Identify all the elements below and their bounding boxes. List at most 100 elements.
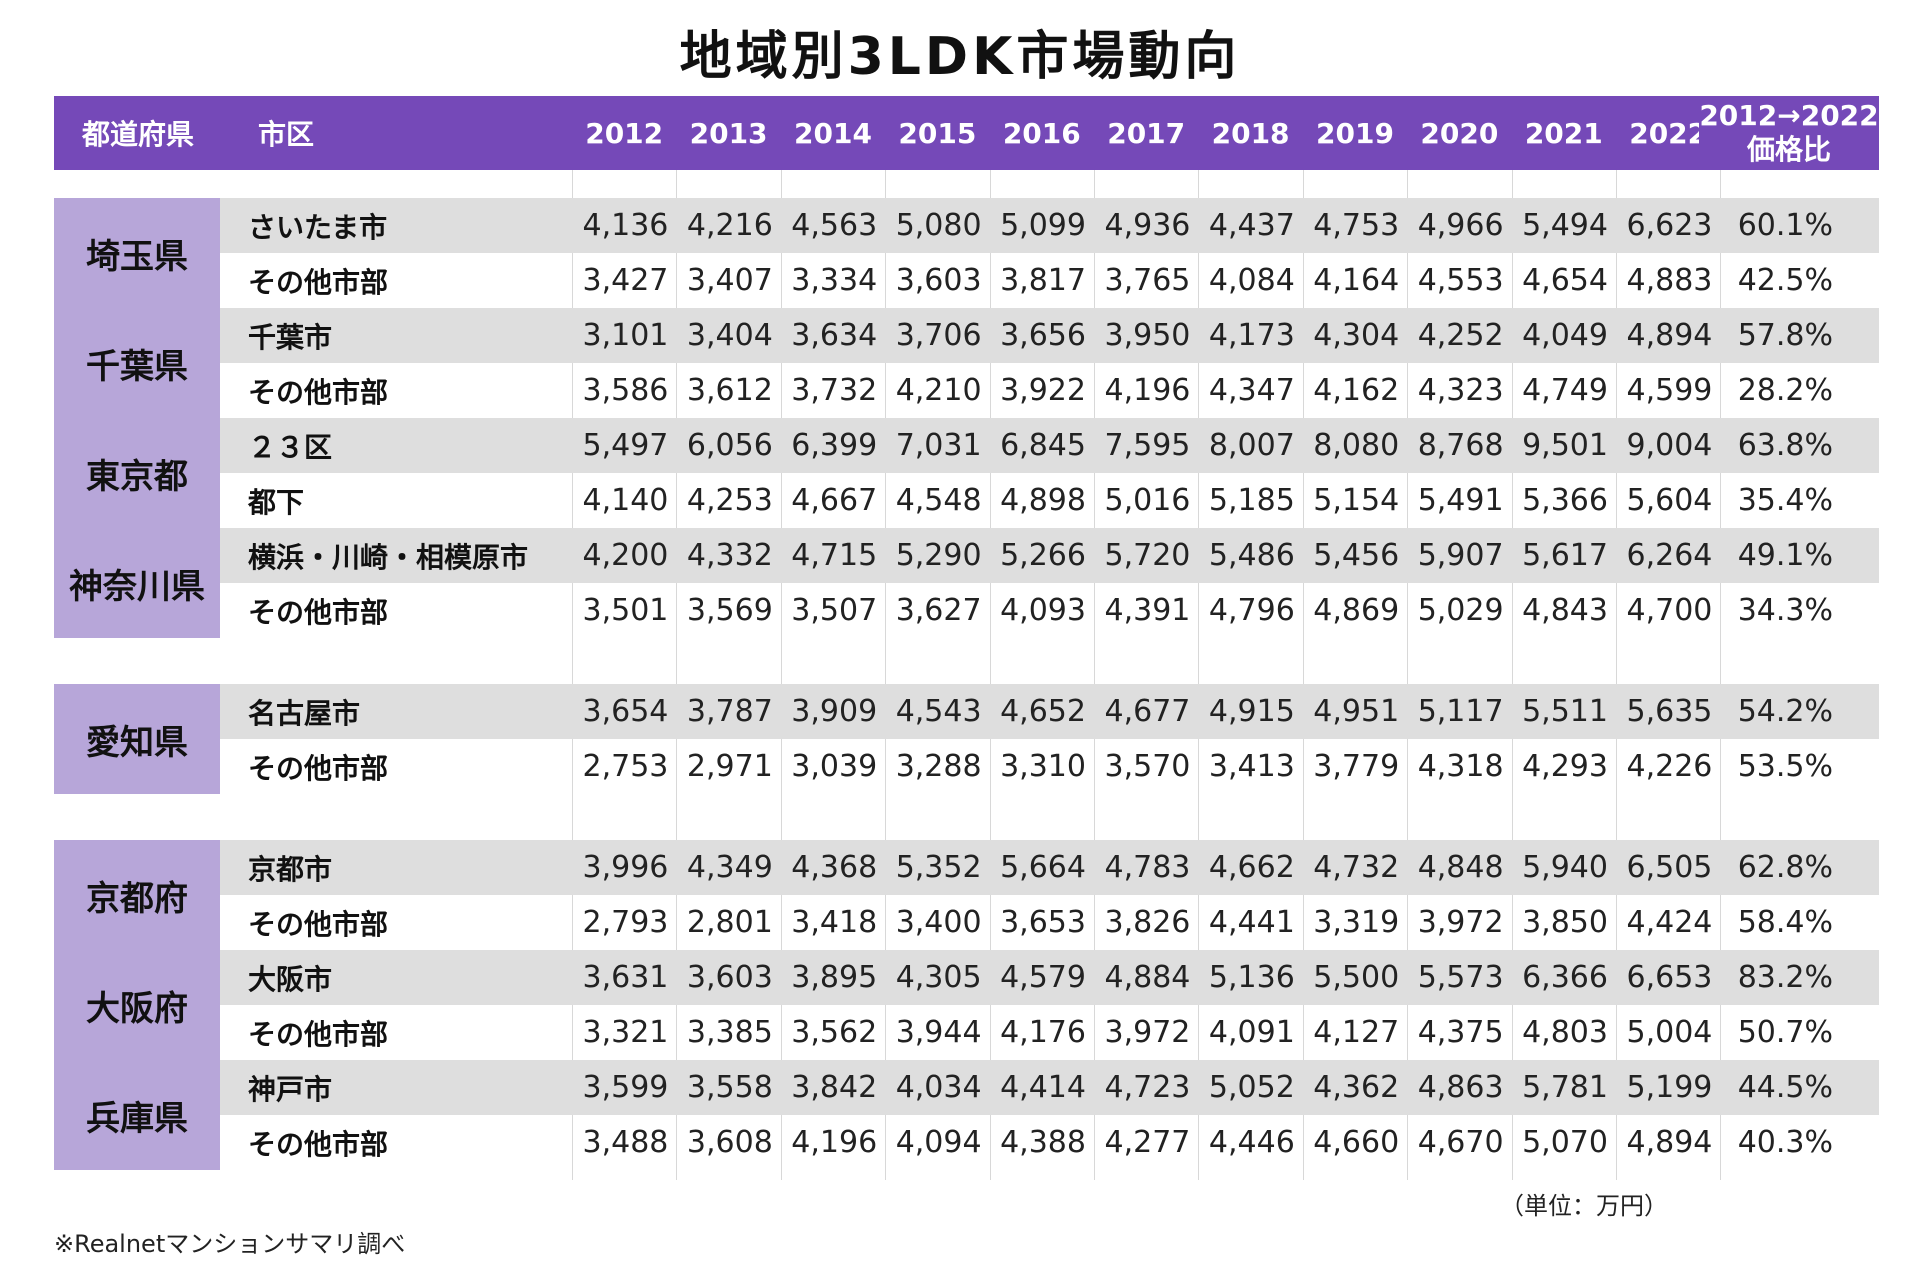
prefecture-name: 東京都 <box>54 418 220 528</box>
header-year-2020: 2020 <box>1407 96 1512 170</box>
price-cell: 5,185 <box>1208 483 1295 518</box>
prefecture-name: 神奈川県 <box>54 528 220 638</box>
price-cell: 2,753 <box>582 749 669 784</box>
grid-line <box>1198 170 1200 1180</box>
change-cell: 49.1% <box>1737 538 1833 573</box>
row-shade <box>220 528 1721 583</box>
unit-note: （単位：万円） <box>1500 1192 1668 1220</box>
price-cell: 3,488 <box>582 1125 669 1160</box>
price-cell: 4,164 <box>1313 263 1400 298</box>
header-prefecture: 都道府県 <box>54 96 220 170</box>
price-cell: 4,563 <box>791 208 878 243</box>
price-cell: 3,627 <box>895 593 982 628</box>
price-cell: 3,288 <box>895 749 982 784</box>
area-name: ２３区 <box>248 430 333 464</box>
price-cell: 5,136 <box>1208 960 1295 995</box>
price-cell: 4,915 <box>1208 694 1295 729</box>
price-cell: 5,266 <box>1000 538 1086 573</box>
price-cell: 4,414 <box>1000 1070 1086 1105</box>
price-cell: 4,091 <box>1208 1015 1295 1050</box>
price-cell: 5,497 <box>582 428 669 463</box>
price-cell: 3,922 <box>1000 373 1086 408</box>
prefecture-name: 埼玉県 <box>54 198 220 308</box>
price-cell: 4,226 <box>1626 749 1713 784</box>
price-cell: 4,094 <box>895 1125 982 1160</box>
price-cell: 3,507 <box>791 593 878 628</box>
price-cell: 4,677 <box>1104 694 1191 729</box>
row-shade <box>220 308 1721 363</box>
change-cell: 83.2% <box>1737 960 1833 995</box>
price-cell: 3,501 <box>582 593 669 628</box>
page-title: 地域別3LDK市場動向 <box>679 27 1241 87</box>
price-cell: 2,971 <box>686 749 773 784</box>
price-cell: 5,099 <box>1000 208 1086 243</box>
price-cell: 5,290 <box>895 538 982 573</box>
price-cell: 4,084 <box>1208 263 1295 298</box>
price-cell: 5,511 <box>1522 694 1608 729</box>
grid-line <box>1302 170 1304 1180</box>
price-cell: 4,323 <box>1417 373 1504 408</box>
change-cell: 50.7% <box>1737 1015 1833 1050</box>
price-cell: 3,603 <box>895 263 982 298</box>
price-cell: 3,608 <box>686 1125 773 1160</box>
price-cell: 5,781 <box>1522 1070 1608 1105</box>
price-cell: 4,176 <box>1000 1015 1086 1050</box>
price-cell: 4,796 <box>1208 593 1295 628</box>
header-year-2018: 2018 <box>1198 96 1303 170</box>
price-cell: 3,817 <box>1000 263 1086 298</box>
price-cell: 4,884 <box>1104 960 1191 995</box>
price-cell: 5,491 <box>1417 483 1504 518</box>
price-cell: 3,787 <box>686 694 773 729</box>
price-cell: 4,253 <box>686 483 773 518</box>
change-cell: 28.2% <box>1737 373 1833 408</box>
price-cell: 4,579 <box>1000 960 1086 995</box>
price-cell: 4,391 <box>1104 593 1191 628</box>
pct-shade <box>1699 308 1879 363</box>
price-cell: 3,996 <box>582 850 669 885</box>
area-name: その他市部 <box>248 595 389 629</box>
price-cell: 5,080 <box>895 208 982 243</box>
header-year-2017: 2017 <box>1094 96 1199 170</box>
price-cell: 3,321 <box>582 1015 669 1050</box>
prefecture-name: 愛知県 <box>54 684 220 794</box>
price-cell: 4,162 <box>1313 373 1400 408</box>
price-cell: 5,500 <box>1313 960 1400 995</box>
price-cell: 9,004 <box>1626 428 1713 463</box>
price-cell: 4,173 <box>1208 318 1295 353</box>
price-cell: 4,049 <box>1522 318 1608 353</box>
price-cell: 4,652 <box>1000 694 1086 729</box>
pct-shade <box>1699 418 1879 473</box>
change-cell: 54.2% <box>1737 694 1833 729</box>
price-cell: 4,715 <box>791 538 878 573</box>
price-cell: 5,494 <box>1522 208 1608 243</box>
area-name: さいたま市 <box>248 210 388 244</box>
row-shade <box>220 840 1721 895</box>
grid-line <box>1094 170 1095 1180</box>
price-cell: 4,723 <box>1104 1070 1191 1105</box>
price-cell: 4,966 <box>1417 208 1504 243</box>
price-cell: 4,349 <box>686 850 773 885</box>
price-cell: 5,004 <box>1626 1015 1713 1050</box>
price-cell: 4,437 <box>1208 208 1295 243</box>
price-cell: 5,617 <box>1522 538 1608 573</box>
price-cell: 5,456 <box>1313 538 1400 573</box>
price-cell: 5,052 <box>1208 1070 1295 1105</box>
price-cell: 3,826 <box>1104 905 1191 940</box>
price-cell: 4,252 <box>1417 318 1504 353</box>
price-cell: 3,427 <box>582 263 669 298</box>
price-cell: 4,424 <box>1626 905 1713 940</box>
price-cell: 4,843 <box>1522 593 1608 628</box>
area-name: 千葉市 <box>248 320 333 354</box>
pct-shade <box>1699 950 1879 1005</box>
pct-shade <box>1699 840 1879 895</box>
price-cell: 3,400 <box>895 905 982 940</box>
price-cell: 3,039 <box>791 749 878 784</box>
change-cell: 60.1% <box>1737 208 1833 243</box>
price-cell: 4,783 <box>1104 850 1191 885</box>
price-cell: 5,635 <box>1626 694 1713 729</box>
price-cell: 3,765 <box>1104 263 1191 298</box>
price-cell: 4,441 <box>1208 905 1295 940</box>
price-cell: 6,653 <box>1626 960 1713 995</box>
area-name: その他市部 <box>248 1017 389 1051</box>
area-name: その他市部 <box>248 751 389 785</box>
